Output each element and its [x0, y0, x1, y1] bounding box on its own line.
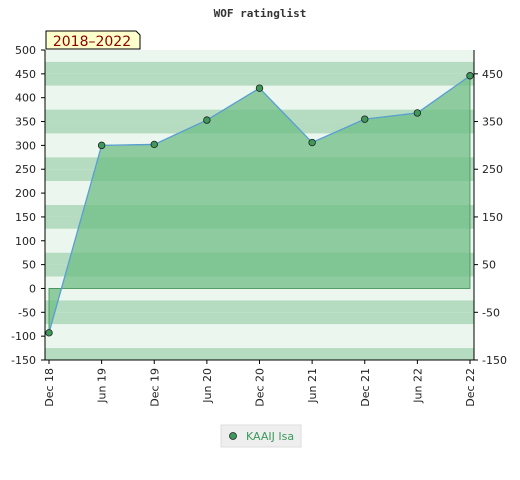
y-tick-label-right: -50	[482, 306, 500, 319]
legend: KAAIJ Isa	[220, 424, 302, 448]
data-point	[203, 116, 211, 124]
period-badge: 2018–2022	[45, 30, 141, 50]
background-band	[45, 312, 474, 325]
y-tick-label-left: 300	[15, 139, 36, 152]
y-tick-label-left: 200	[15, 187, 36, 200]
x-tick-label: Dec 20	[254, 368, 267, 407]
legend-label: KAAIJ Isa	[246, 430, 294, 443]
background-band	[45, 336, 474, 349]
legend-marker	[229, 432, 237, 440]
y-tick-label-right: 50	[482, 259, 496, 272]
x-tick-label: Dec 19	[148, 368, 161, 407]
y-tick-label-right: 450	[482, 68, 503, 81]
background-band	[45, 348, 474, 360]
y-tick-label-left: 0	[29, 282, 36, 295]
background-band	[45, 300, 474, 313]
y-tick-label-left: -50	[18, 306, 36, 319]
y-tick-label-left: -100	[11, 330, 36, 343]
y-tick-label-left: 100	[15, 235, 36, 248]
background-band	[45, 61, 474, 74]
y-tick-label-left: -150	[11, 354, 36, 367]
data-point	[45, 329, 53, 337]
data-point	[97, 141, 106, 150]
data-point	[466, 72, 474, 80]
y-tick-label-left: 450	[15, 68, 36, 81]
data-point	[150, 140, 158, 149]
y-tick-label-left: 250	[15, 163, 36, 176]
background-band	[45, 50, 474, 62]
y-tick-label-right: 150	[482, 211, 503, 224]
chart-title: WOF ratinglist	[214, 7, 307, 20]
y-tick-label-right: -150	[482, 354, 507, 367]
x-tick-label: Jun 20	[201, 368, 214, 404]
x-tick-label: Dec 21	[359, 368, 372, 407]
y-tick-label-right: 250	[482, 163, 503, 176]
x-tick-label: Dec 22	[464, 368, 477, 407]
y-tick-label-left: 150	[15, 211, 36, 224]
y-tick-label-left: 50	[22, 259, 36, 272]
data-point	[413, 109, 422, 117]
data-points	[45, 72, 474, 337]
axes: 500450400350300250200150100500-50-100-15…	[11, 44, 507, 407]
background-band	[45, 73, 474, 86]
data-point	[255, 84, 264, 92]
period-badge-text: 2018–2022	[53, 34, 131, 50]
y-tick-label-left: 400	[15, 92, 36, 105]
background-band	[45, 324, 474, 337]
y-tick-label-left: 350	[15, 116, 36, 129]
y-tick-label-right: 350	[482, 116, 503, 129]
background-band	[45, 288, 474, 301]
x-tick-label: Dec 18	[43, 368, 56, 407]
x-tick-label: Jun 22	[411, 368, 424, 404]
y-tick-label-left: 500	[15, 44, 36, 57]
x-tick-label: Jun 19	[96, 368, 109, 404]
data-point	[361, 115, 369, 123]
data-point	[308, 138, 316, 147]
x-tick-label: Jun 21	[306, 368, 319, 404]
